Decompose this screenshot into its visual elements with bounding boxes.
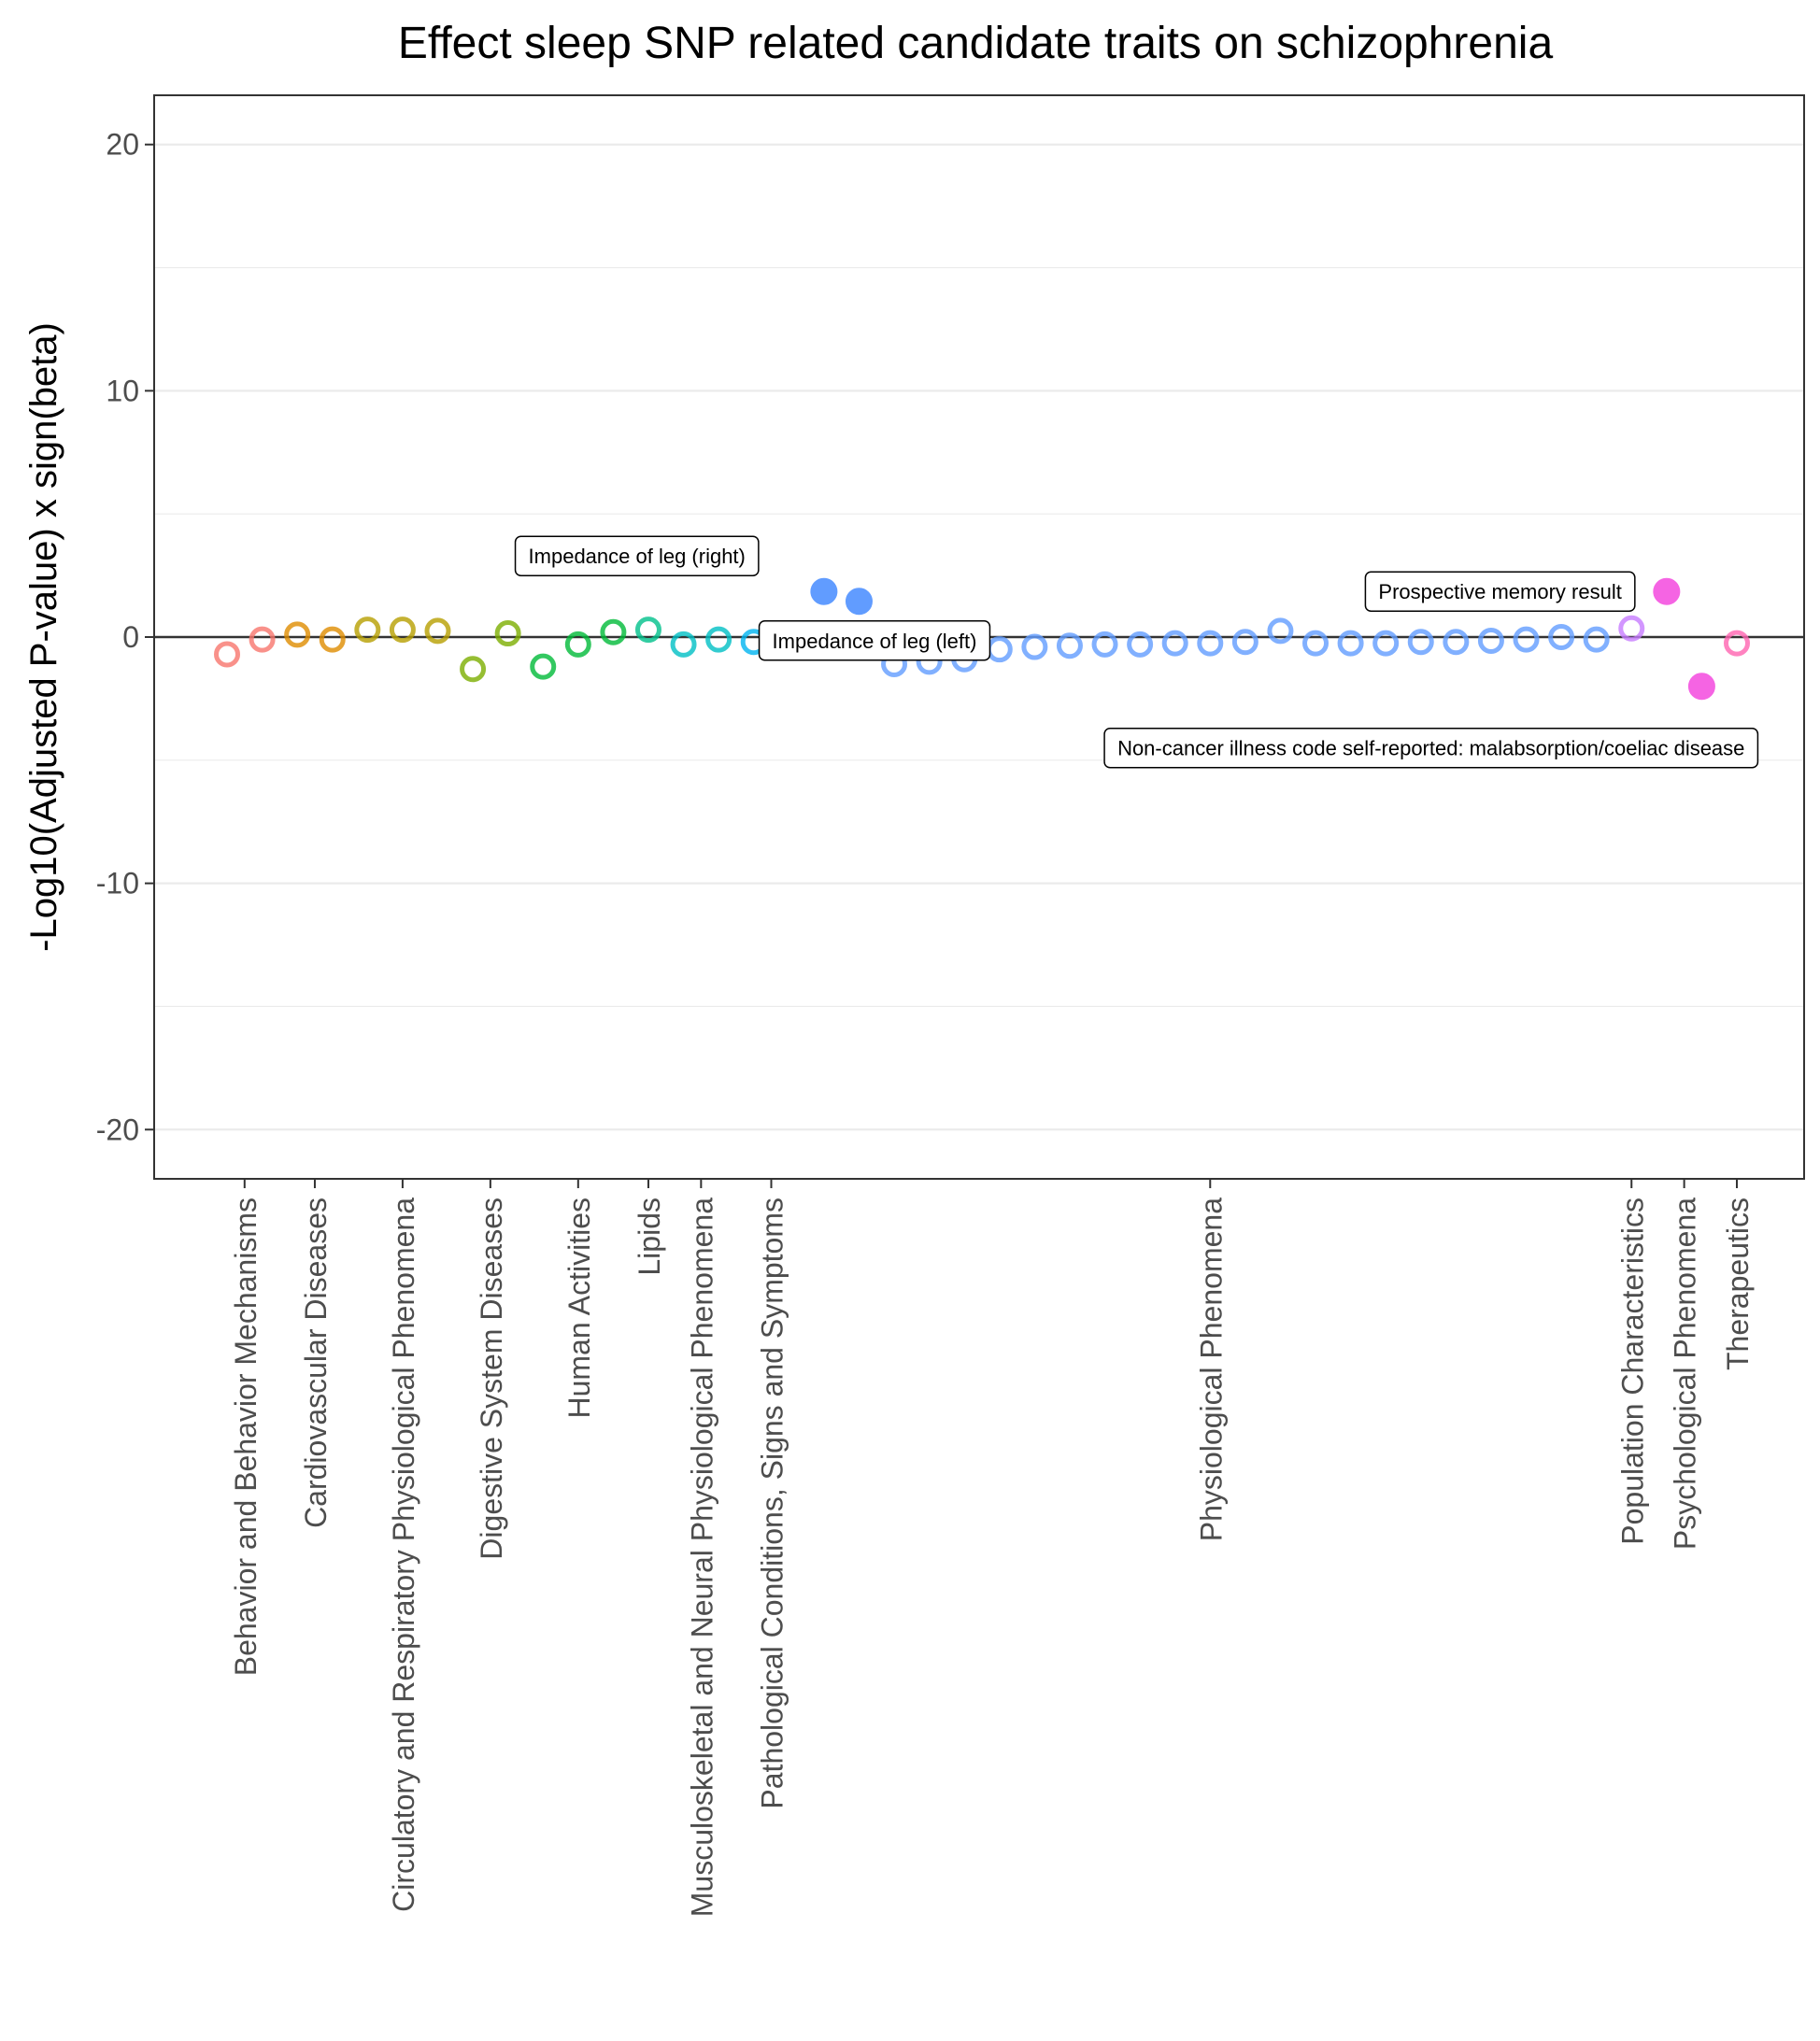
data-point (214, 641, 240, 668)
data-point (1197, 630, 1224, 657)
data-point (1302, 630, 1329, 657)
data-point (1687, 673, 1715, 701)
data-point (319, 626, 346, 653)
data-point (1548, 624, 1575, 650)
data-point (1337, 630, 1364, 657)
data-point (1021, 633, 1048, 660)
y-axis-ticks: 20 10 0 -10 -20 (96, 128, 154, 1146)
data-point (1091, 631, 1118, 658)
annotation-text: Non-cancer illness code self-reported: m… (1117, 737, 1744, 760)
x-tick-label: Circulatory and Respiratory Physiologica… (387, 1198, 420, 1912)
annotation-box (1364, 571, 1636, 612)
annotation-label: Impedance of leg (left) (758, 620, 991, 661)
data-point (460, 656, 487, 683)
data-point (1477, 627, 1504, 654)
y-tick-label: 0 (122, 620, 139, 654)
data-point (530, 653, 557, 680)
annotation-label: Impedance of leg (right) (514, 535, 760, 576)
data-point (564, 631, 591, 658)
annotation-box (1103, 727, 1759, 769)
data-point (1372, 630, 1400, 657)
data-point (1407, 629, 1434, 656)
y-tick-label: -20 (96, 1113, 139, 1146)
x-tick-label: Pathological Conditions, Signs and Sympt… (756, 1198, 789, 1809)
data-point (705, 626, 732, 653)
data-point (1724, 630, 1750, 657)
data-point (494, 620, 521, 647)
data-point (1056, 632, 1083, 659)
x-tick-label: Therapeutics (1721, 1198, 1755, 1370)
data-point (354, 617, 381, 644)
x-tick-label: Digestive System Diseases (475, 1198, 508, 1560)
annotation-text: Impedance of leg (right) (529, 545, 746, 568)
data-point (249, 626, 276, 653)
data-point (1231, 629, 1258, 656)
chart-title: Effect sleep SNP related candidate trait… (398, 19, 1554, 68)
data-point (1161, 630, 1188, 657)
data-point (845, 588, 873, 616)
data-point (986, 636, 1013, 663)
x-tick-label: Musculoskeletal and Neural Physiological… (685, 1198, 718, 1917)
data-point (424, 617, 451, 645)
x-axis-ticks: Behavior and Behavior Mechanisms Cardiova… (229, 1179, 1755, 1917)
data-point (670, 631, 697, 658)
data-point (1583, 626, 1610, 653)
x-tick-label: Physiological Phenomena (1194, 1198, 1228, 1541)
data-point (1443, 629, 1470, 656)
x-tick-label: Lipids (633, 1198, 666, 1276)
annotation-text: Prospective memory result (1378, 580, 1621, 603)
annotation-box (514, 535, 760, 576)
data-point (1653, 577, 1681, 605)
y-tick-label: -10 (96, 867, 139, 900)
x-tick-label: Human Activities (562, 1198, 596, 1419)
x-tick-label: Behavior and Behavior Mechanisms (229, 1198, 263, 1676)
x-tick-label: Cardiovascular Diseases (299, 1198, 333, 1528)
data-point (600, 618, 627, 645)
annotation-text: Impedance of leg (left) (773, 630, 977, 653)
annotation-box (758, 620, 991, 661)
annotation-label: Prospective memory result (1364, 571, 1636, 612)
x-tick-label: Population Characteristics (1615, 1198, 1649, 1545)
y-tick-label: 10 (106, 374, 139, 407)
data-point (1267, 617, 1294, 645)
data-point (1513, 626, 1540, 653)
annotation-label: Non-cancer illness code self-reported: m… (1103, 727, 1759, 769)
data-point (1618, 615, 1645, 642)
data-points (214, 577, 1750, 701)
y-axis-label: -Log10(Adjusted P-value) x sign(beta) (23, 322, 64, 952)
x-tick-label: Psychological Phenomena (1669, 1198, 1702, 1550)
data-point (810, 577, 838, 605)
grid-lines (154, 143, 1804, 1131)
data-point (284, 621, 311, 648)
data-point (634, 617, 661, 644)
annotations: Impedance of leg (right) Impedance of leg… (514, 535, 1759, 769)
data-point (1127, 631, 1154, 658)
y-tick-label: 20 (106, 128, 139, 162)
data-point (389, 617, 416, 644)
